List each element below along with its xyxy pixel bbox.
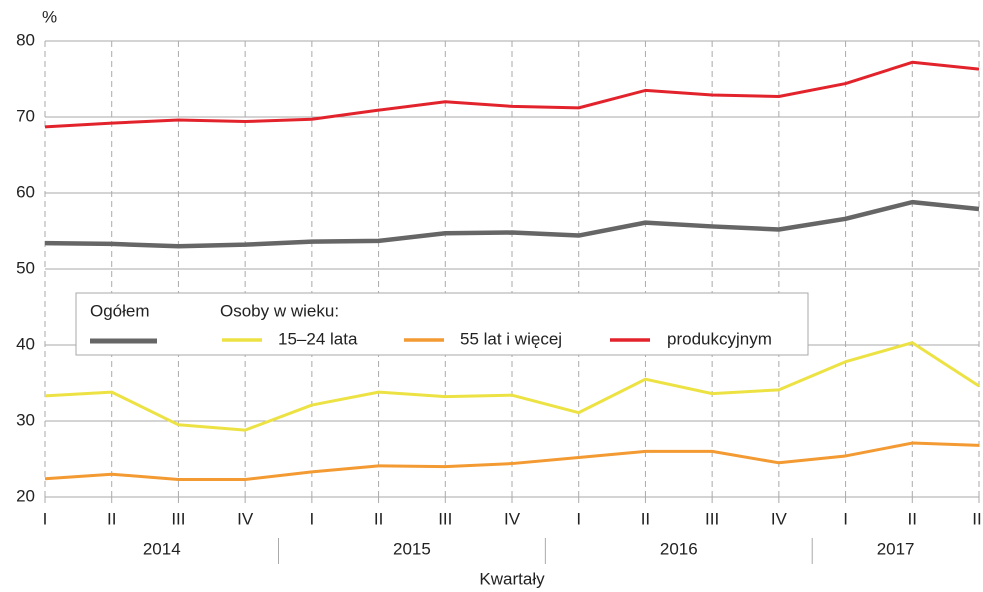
legend-heading: Osoby w wieku: [220, 301, 339, 320]
series-line [44, 441, 980, 482]
legend-label: Ogółem [90, 301, 150, 320]
x-tick-label: III [171, 509, 185, 528]
y-tick-label: 20 [16, 486, 35, 505]
x-tick-label: I [43, 509, 48, 528]
x-tick-label: I [843, 509, 848, 528]
y-tick-label: 40 [16, 334, 35, 353]
group-label: 2016 [660, 539, 698, 558]
group-label: 2017 [877, 539, 915, 558]
x-tick-label: II [374, 509, 383, 528]
legend: Osoby w wieku: Ogółem 15–24 lata 55 lat i w… [75, 292, 809, 356]
y-tick-label: 50 [16, 258, 35, 277]
x-tick-label: III [705, 509, 719, 528]
x-axis-label: Kwartały [479, 569, 545, 588]
group-label: 2014 [143, 539, 181, 558]
x-tick-label: II [908, 509, 917, 528]
y-tick-label: 60 [16, 182, 35, 201]
series-line [44, 341, 980, 432]
x-tick-label: I [576, 509, 581, 528]
x-tick-label: IV [504, 509, 521, 528]
x-tick-label: I [309, 509, 314, 528]
legend-label: produkcyjnym [667, 329, 772, 348]
x-tick-label: III [438, 509, 452, 528]
series-line [44, 60, 980, 129]
group-label: 2015 [393, 539, 431, 558]
legend-label: 15–24 lata [278, 329, 358, 348]
x-tick-label: II [972, 509, 981, 528]
x-tick-label: IV [771, 509, 788, 528]
y-tick-label: 70 [16, 106, 35, 125]
y-tick-label: 30 [16, 410, 35, 429]
x-tick-label: II [107, 509, 116, 528]
legend-label: 55 lat i więcej [460, 329, 562, 348]
legend-box [75, 292, 809, 356]
series-line [44, 199, 980, 249]
x-tick-label: II [641, 509, 650, 528]
y-tick-label: 80 [16, 30, 35, 49]
x-tick-label: IV [237, 509, 254, 528]
y-axis-label: % [42, 7, 57, 26]
